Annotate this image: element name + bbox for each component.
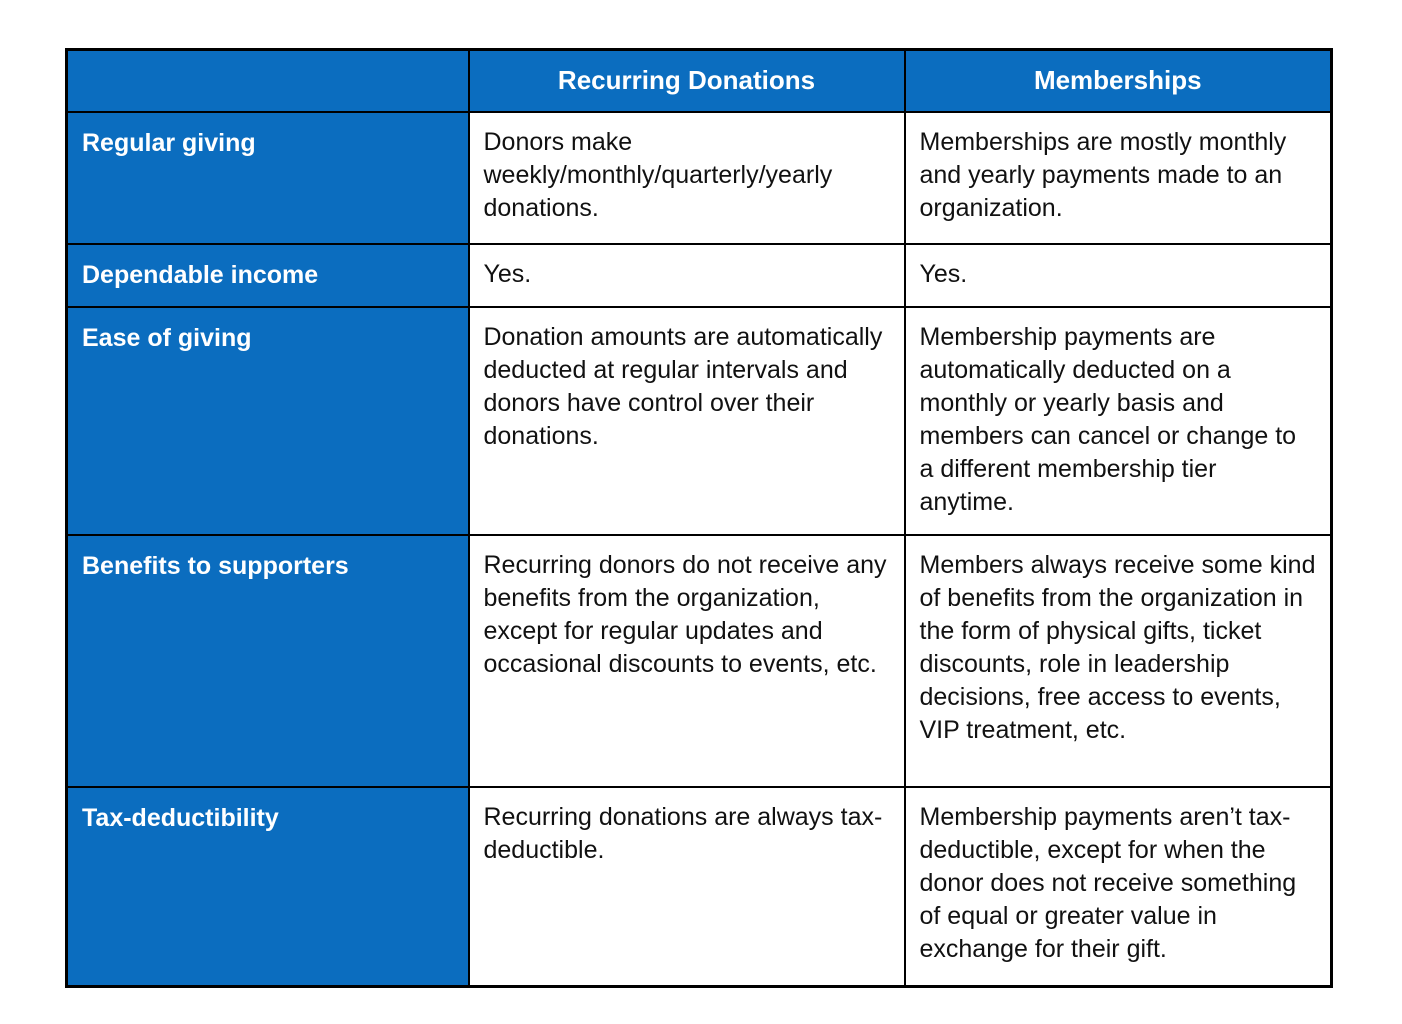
table-row-tax-deductibility: Tax-deductibility Recurring donations ar…: [65, 785, 1333, 988]
corner-cell: [65, 48, 470, 113]
table-row-regular-giving: Regular giving Donors make weekly/monthl…: [65, 110, 1333, 245]
table-row-benefits-to-supporters: Benefits to supporters Recurring donors …: [65, 533, 1333, 788]
table-row-dependable-income: Dependable income Yes. Yes.: [65, 242, 1333, 308]
cell-regular-giving-memberships: Memberships are mostly monthly and yearl…: [903, 110, 1333, 245]
cell-ease-of-giving-memberships: Membership payments are automatically de…: [903, 305, 1333, 536]
cell-benefits-to-supporters-memberships: Members always receive some kind of bene…: [903, 533, 1333, 788]
row-label-tax-deductibility: Tax-deductibility: [65, 785, 470, 988]
row-label-benefits-to-supporters: Benefits to supporters: [65, 533, 470, 788]
cell-tax-deductibility-memberships: Membership payments aren’t tax-deductibl…: [903, 785, 1333, 988]
cell-ease-of-giving-recurring: Donation amounts are automatically deduc…: [467, 305, 906, 536]
cell-regular-giving-recurring: Donors make weekly/monthly/quarterly/yea…: [467, 110, 906, 245]
comparison-table: Recurring Donations Memberships Regular …: [65, 48, 1333, 988]
cell-benefits-to-supporters-recurring: Recurring donors do not receive any bene…: [467, 533, 906, 788]
cell-dependable-income-memberships: Yes.: [903, 242, 1333, 308]
column-header-recurring-donations: Recurring Donations: [467, 48, 906, 113]
header-row: Recurring Donations Memberships: [65, 48, 1333, 113]
row-label-dependable-income: Dependable income: [65, 242, 470, 308]
row-label-regular-giving: Regular giving: [65, 110, 470, 245]
table-row-ease-of-giving: Ease of giving Donation amounts are auto…: [65, 305, 1333, 536]
column-header-memberships: Memberships: [903, 48, 1333, 113]
row-label-ease-of-giving: Ease of giving: [65, 305, 470, 536]
cell-dependable-income-recurring: Yes.: [467, 242, 906, 308]
cell-tax-deductibility-recurring: Recurring donations are always tax-deduc…: [467, 785, 906, 988]
